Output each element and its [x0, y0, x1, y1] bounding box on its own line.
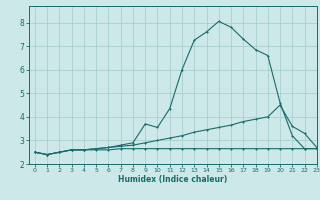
X-axis label: Humidex (Indice chaleur): Humidex (Indice chaleur): [118, 175, 228, 184]
